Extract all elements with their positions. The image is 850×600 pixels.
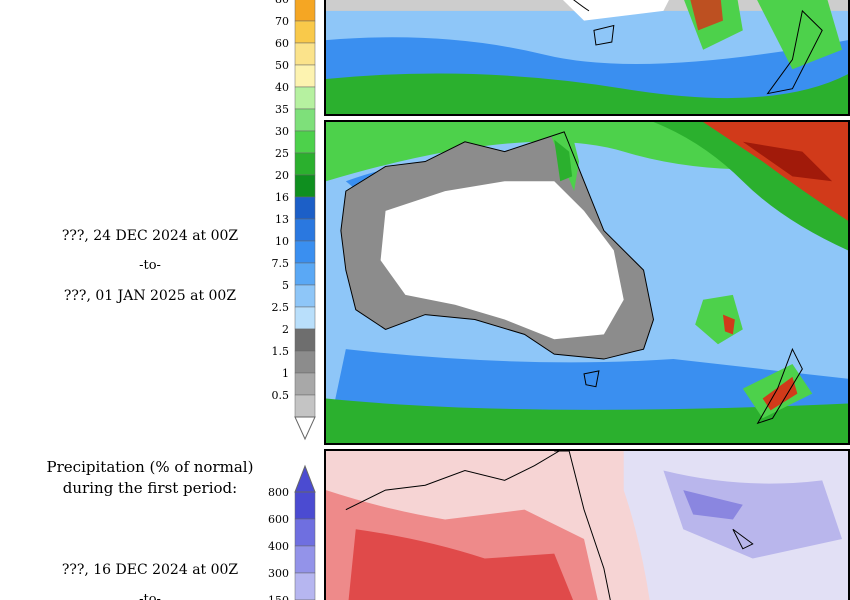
legend-tick-label: 16 [275, 191, 289, 204]
legend-tick-label: 1.5 [272, 345, 290, 358]
legend-tick-label: 70 [275, 15, 289, 28]
legend-color-swatch [294, 262, 316, 286]
legend-color-swatch [294, 284, 316, 308]
legend-color-swatch [294, 350, 316, 374]
legend-tick-label: 800 [268, 486, 289, 499]
legend-color-swatch [294, 518, 316, 547]
period2-to-label: -to- [139, 592, 161, 600]
percent-normal-map [324, 449, 850, 600]
legend-bottom-arrow [294, 416, 316, 441]
legend-tick-label: 50 [275, 59, 289, 72]
precip-amount-legend: 80 70 60 50 40 35 30 25 20 16 13 10 7.5 5 2.5 2 1.5 1 0.5 [272, 0, 316, 441]
legend-color-swatch [294, 42, 316, 66]
precip-map-forecast [324, 120, 850, 445]
legend-color-swatch [294, 108, 316, 132]
legend-color-swatch [294, 328, 316, 352]
legend-tick-label: 10 [275, 235, 289, 248]
legend-tick-label: 20 [275, 169, 289, 182]
legend-color-swatch [294, 306, 316, 330]
legend-color-swatch [294, 491, 316, 520]
legend-tick-label: 150 [268, 594, 289, 600]
legend-color-swatch [294, 394, 316, 418]
legend-tick-label: 1 [282, 367, 289, 380]
period1-end-date: ???, 01 JAN 2025 at 00Z [63, 288, 237, 304]
legend-tick-label: 80 [275, 0, 289, 6]
percent-normal-subtitle: during the first period: [62, 479, 238, 497]
period1-to-label: -to- [139, 258, 161, 273]
legend-color-swatch [294, 130, 316, 154]
legend-color-swatch [294, 86, 316, 110]
legend-tick-label: 25 [275, 147, 289, 160]
legend-color-swatch [294, 196, 316, 220]
legend-tick-label: 40 [275, 81, 289, 94]
period1-start-date: ???, 24 DEC 2024 at 00Z [61, 228, 239, 244]
legend-tick-label: 35 [275, 103, 289, 116]
legend-color-swatch [294, 218, 316, 242]
legend-tick-label: 13 [275, 213, 289, 226]
legend-color-swatch [294, 152, 316, 176]
precip-map-previous-week [324, 0, 850, 116]
legend-color-swatch [294, 64, 316, 88]
legend-tick-label: 0.5 [272, 389, 290, 402]
legend-tick-label: 2.5 [272, 301, 290, 314]
legend-tick-label: 5 [282, 279, 289, 292]
legend-color-swatch [294, 545, 316, 574]
legend-color-swatch [294, 372, 316, 396]
legend-color-swatch [294, 572, 316, 600]
legend-tick-label: 400 [268, 540, 289, 553]
legend-color-swatch [294, 20, 316, 44]
legend-top-arrow [294, 464, 316, 493]
legend-tick-label: 60 [275, 37, 289, 50]
percent-normal-legend: 800 600 400 300 150 [268, 464, 316, 600]
legend-tick-label: 7.5 [272, 257, 290, 270]
legend-tick-label: 30 [275, 125, 289, 138]
percent-normal-title: Precipitation (% of normal) [46, 458, 254, 476]
legend-tick-label: 600 [268, 513, 289, 526]
legend-color-swatch [294, 0, 316, 22]
period2-start-date: ???, 16 DEC 2024 at 00Z [61, 562, 239, 578]
legend-color-swatch [294, 240, 316, 264]
legend-tick-label: 2 [282, 323, 289, 336]
legend-tick-label: 300 [268, 567, 289, 580]
legend-color-swatch [294, 174, 316, 198]
